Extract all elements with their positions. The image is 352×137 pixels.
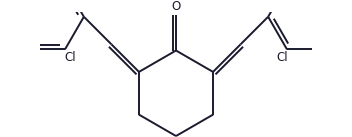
Text: O: O — [171, 0, 181, 13]
Text: Cl: Cl — [276, 52, 288, 64]
Text: Cl: Cl — [64, 52, 76, 64]
